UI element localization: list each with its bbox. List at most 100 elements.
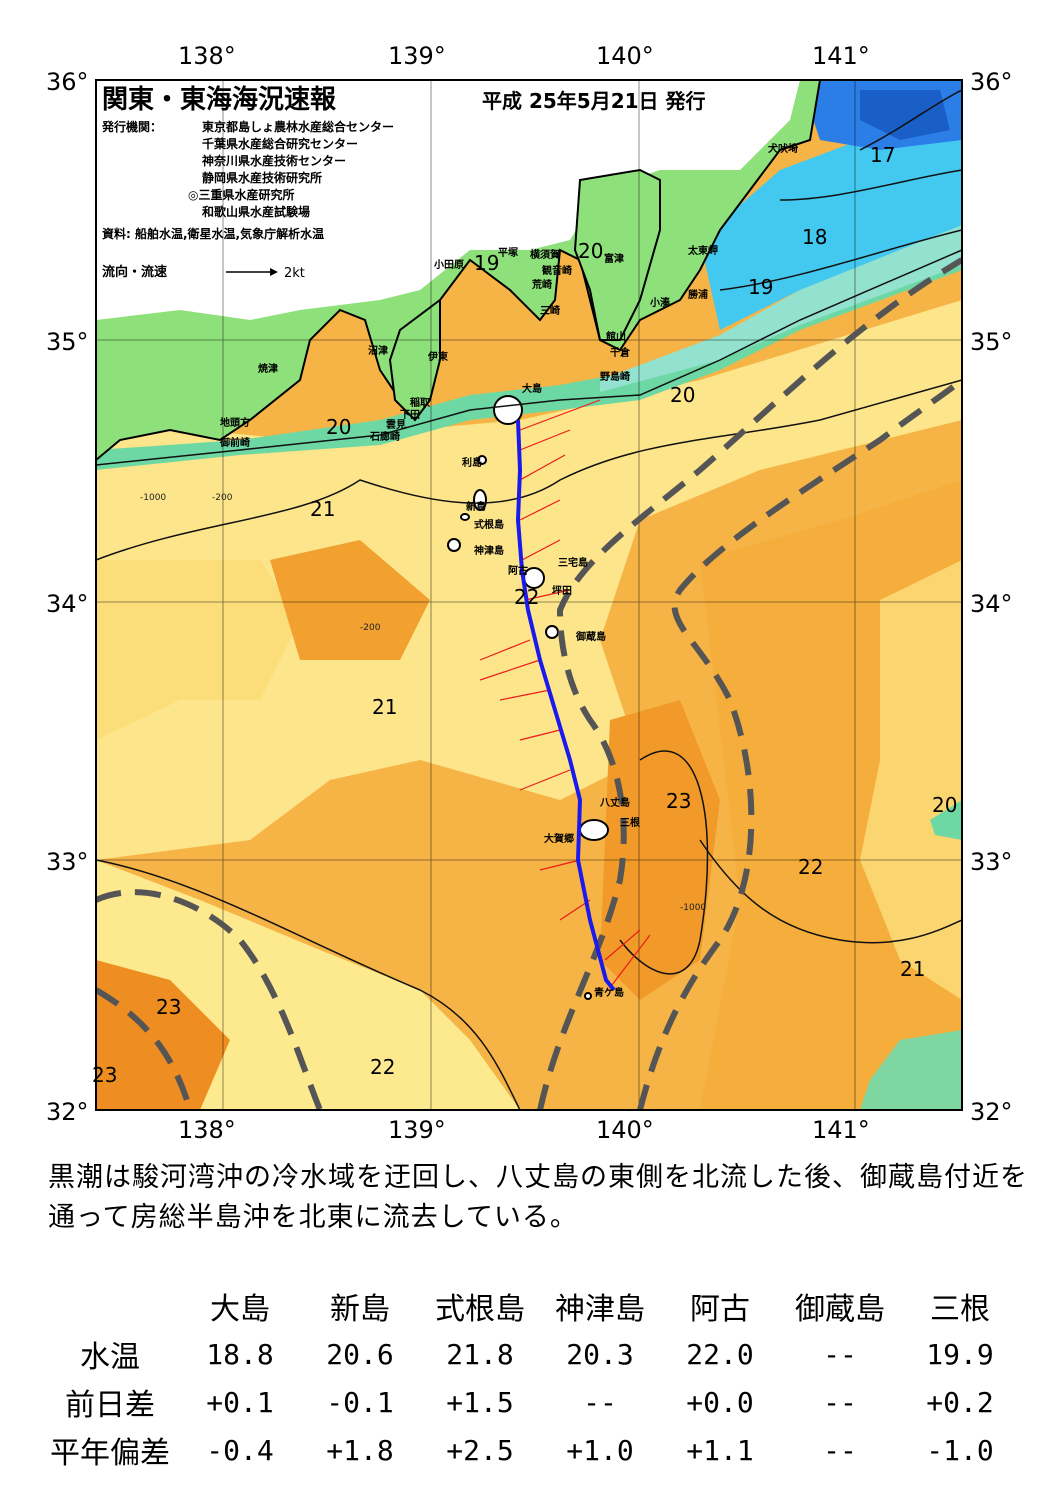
observation-table: 大島 新島 式根島 神津島 阿古 御蔵島 三根 水温 18.8 20.6 21.… bbox=[40, 1282, 1020, 1474]
place-mitsune: 三根 bbox=[620, 816, 640, 829]
place-hiratsuka: 平塚 bbox=[498, 246, 518, 259]
table-corner bbox=[40, 1282, 180, 1330]
place-miyakejima: 三宅島 bbox=[558, 556, 588, 569]
water-23-core-west bbox=[270, 540, 430, 660]
station-shikinejima: 式根島 bbox=[435, 1292, 525, 1327]
water-23-core-sw bbox=[96, 960, 230, 1110]
cell-anom-ako: +1.1 bbox=[686, 1433, 754, 1467]
place-mikurajima: 御蔵島 bbox=[575, 630, 606, 643]
place-tateyama: 館山 bbox=[605, 330, 626, 343]
cell-temp-ako: 22.0 bbox=[686, 1337, 754, 1371]
cell-temp-shikinejima: 21.8 bbox=[446, 1337, 514, 1371]
place-aogashima: 青ケ島 bbox=[594, 986, 624, 999]
place-kumomi: 雲見 bbox=[386, 419, 406, 431]
temp-label-21-north: 21 bbox=[310, 497, 335, 521]
summary-text: 黒潮は駿河湾沖の冷水域を迂回し、八丈島の東側を北流した後、御蔵島付近を通って房総… bbox=[48, 1162, 1028, 1233]
cold-water-edge-2 bbox=[96, 987, 193, 1110]
place-irozaki: 石廊崎 bbox=[369, 430, 400, 443]
water-20-se bbox=[860, 1030, 962, 1110]
ship-track bbox=[515, 419, 616, 992]
place-taitomisaki: 太東岬 bbox=[687, 244, 718, 257]
cell-diff-shikinejima: +1.5 bbox=[446, 1385, 514, 1419]
lat-tick-left-35: 35° bbox=[46, 328, 89, 356]
publisher-4: ◎三重県水産研究所 bbox=[188, 187, 294, 202]
lat-tick-right-34: 34° bbox=[970, 590, 1013, 618]
temp-label-20-east: 20 bbox=[932, 793, 957, 817]
temp-label-23-hachijo: 23 bbox=[666, 789, 691, 813]
place-inatori: 稲取 bbox=[410, 396, 431, 409]
island-kozushima bbox=[447, 538, 461, 552]
cell-anom-shikinejima: +2.5 bbox=[446, 1433, 514, 1467]
place-futtsu: 富津 bbox=[604, 252, 624, 265]
lat-tick-right-35: 35° bbox=[970, 328, 1013, 356]
place-jitogata: 地頭方 bbox=[220, 416, 250, 429]
temp-label-19-west: 19 bbox=[474, 251, 499, 275]
place-hachijojima: 八丈島 bbox=[599, 796, 630, 809]
lat-tick-right-32: 32° bbox=[970, 1098, 1013, 1126]
cell-diff-oshima: +0.1 bbox=[206, 1385, 274, 1419]
island-mikurajima bbox=[545, 625, 559, 639]
island-aogashima bbox=[584, 992, 592, 1000]
place-tsubota: 坪田 bbox=[552, 584, 572, 597]
cell-temp-kozushima: 20.3 bbox=[566, 1337, 634, 1371]
water-21-far-east bbox=[860, 560, 962, 1000]
cell-temp-mikurajima: -- bbox=[823, 1337, 857, 1371]
cell-anom-mitsune: -1.0 bbox=[926, 1433, 994, 1467]
station-oshima: 大島 bbox=[210, 1292, 270, 1327]
row-label-anomaly: 平年偏差 bbox=[50, 1436, 170, 1471]
place-omaezaki: 御前崎 bbox=[219, 436, 250, 449]
publisher-label: 発行機関： bbox=[101, 119, 162, 134]
depth-label-200-b: -200 bbox=[360, 623, 381, 633]
lon-tick-top-139: 139° bbox=[388, 42, 446, 70]
place-ako: 阿古 bbox=[508, 564, 528, 577]
temp-label-19-east: 19 bbox=[748, 275, 773, 299]
temp-label-21-mid: 21 bbox=[372, 695, 397, 719]
place-okago: 大賀郷 bbox=[544, 832, 574, 845]
lon-tick-bot-141: 141° bbox=[812, 1116, 870, 1140]
temp-label-22-south: 22 bbox=[370, 1055, 395, 1079]
kuroshio-axis bbox=[537, 257, 962, 1110]
place-kominato: 小湊 bbox=[649, 296, 671, 309]
place-shikinejima: 式根島 bbox=[474, 518, 504, 531]
cell-diff-mitsune: +0.2 bbox=[926, 1385, 994, 1419]
lon-tick-top-140: 140° bbox=[596, 42, 654, 70]
place-nojimazaki: 野島崎 bbox=[600, 370, 630, 383]
station-kozushima: 神津島 bbox=[555, 1292, 645, 1327]
cell-anom-kozushima: +1.0 bbox=[566, 1433, 634, 1467]
temp-label-18: 18 bbox=[802, 225, 827, 249]
water-17-deep bbox=[860, 90, 950, 140]
place-chikura: 千倉 bbox=[610, 346, 631, 359]
issue-date: 平成 25年5月21日 発行 bbox=[482, 89, 706, 113]
cell-anom-niijima: +1.8 bbox=[326, 1433, 394, 1467]
lon-tick-bot-139: 139° bbox=[388, 1116, 446, 1140]
legend-label: 流向・流速 bbox=[102, 264, 167, 280]
place-misaki: 三崎 bbox=[540, 304, 560, 317]
lon-tick-bot-138: 138° bbox=[178, 1116, 236, 1140]
cell-anom-oshima: -0.4 bbox=[206, 1433, 274, 1467]
water-23-core-east bbox=[600, 700, 720, 1000]
cell-diff-mikurajima: -- bbox=[823, 1385, 857, 1419]
place-arasaki: 荒崎 bbox=[531, 278, 552, 291]
row-label-water-temp: 水温 bbox=[80, 1340, 140, 1375]
publisher-5: 和歌山県水産試験場 bbox=[201, 204, 310, 219]
cold-water-edge bbox=[96, 889, 323, 1110]
legend-scale: 2kt bbox=[284, 266, 305, 281]
map-title: 関東・東海海況速報 bbox=[102, 85, 337, 115]
station-ako: 阿古 bbox=[690, 1292, 750, 1327]
temp-label-20-bay: 20 bbox=[578, 239, 603, 263]
cell-diff-niijima: -0.1 bbox=[326, 1385, 394, 1419]
water-21-west bbox=[96, 560, 300, 740]
station-mikurajima: 御蔵島 bbox=[795, 1292, 885, 1327]
place-yokosuka: 横須賀 bbox=[530, 248, 560, 261]
cell-temp-niijima: 20.6 bbox=[326, 1337, 394, 1371]
place-inubosaki: 犬吠埼 bbox=[768, 142, 798, 155]
cell-temp-oshima: 18.8 bbox=[206, 1337, 274, 1371]
lat-tick-right-33: 33° bbox=[970, 848, 1013, 876]
place-numazu: 沼津 bbox=[368, 344, 388, 357]
temp-label-20-boso: 20 bbox=[670, 383, 695, 407]
publisher-1: 千葉県水産総合研究センター bbox=[202, 136, 358, 151]
place-katsuura: 勝浦 bbox=[688, 288, 708, 301]
lat-tick-right-36: 36° bbox=[970, 68, 1013, 96]
water-18-band bbox=[700, 120, 962, 330]
temp-label-23-sw: 23 bbox=[156, 995, 181, 1019]
